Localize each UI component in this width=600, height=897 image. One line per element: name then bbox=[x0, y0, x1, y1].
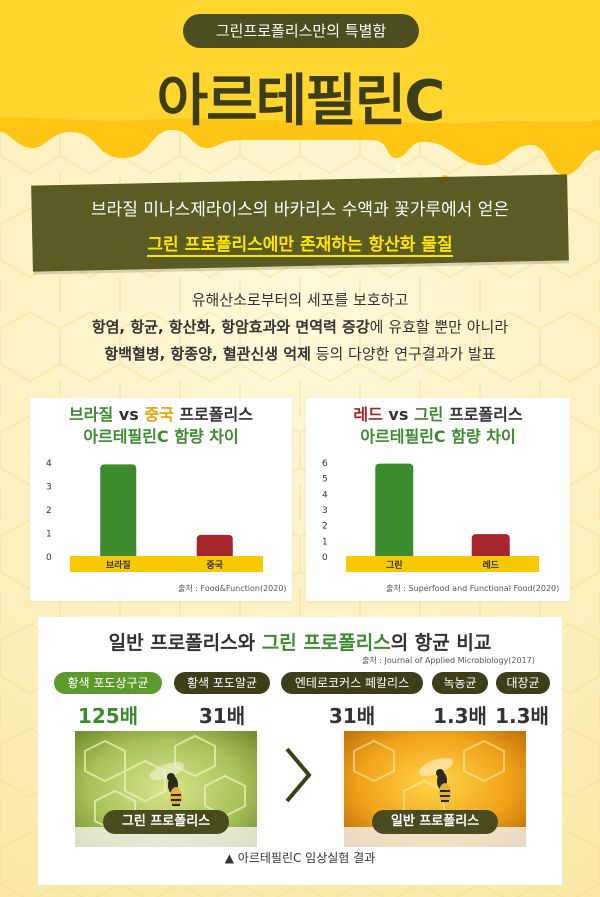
chart1-title-line2: 아르테필린C 함량 차이 bbox=[30, 426, 292, 448]
tag-staph-aureus-2: 황색 포도알균 bbox=[174, 672, 270, 694]
bar-base bbox=[375, 550, 414, 556]
x-tick-label: 브라질 bbox=[106, 559, 131, 571]
comparison-source: 출처 : Journal of Applied Microbiology(201… bbox=[362, 656, 535, 665]
tag-pseudomonas: 녹농균 bbox=[432, 672, 488, 694]
x-axis-band bbox=[70, 556, 263, 572]
chart1-title-part1: 브라질 bbox=[69, 405, 114, 424]
x-tick-label: 레드 bbox=[482, 559, 499, 571]
description-line2-rest: 에 유효할 뿐만 아니라 bbox=[369, 318, 509, 336]
chart2-title: 레드 vs 그린 프로폴리스 bbox=[306, 404, 570, 426]
description-line1: 유해산소로부터의 세포를 보호하고 bbox=[191, 291, 409, 309]
y-tick-label: 2 bbox=[322, 522, 328, 532]
chart1-title-line2-text: 아르테필린C 함량 차이 bbox=[83, 427, 239, 446]
bar-first bbox=[100, 464, 137, 556]
chart1-title-vs: vs bbox=[113, 405, 145, 424]
value-e-coli: 1.3배 bbox=[495, 704, 549, 728]
bar-base bbox=[196, 550, 233, 556]
banner-line1: 브라질 미나스제라이스의 바카리스 수액과 꽃가루에서 얻은 bbox=[90, 200, 510, 220]
chart2-title-vs: vs bbox=[382, 405, 414, 424]
x-tick-label: 그린 bbox=[386, 560, 403, 571]
chart1-source: 출처 : Food&Function(2020) bbox=[178, 584, 287, 593]
chart2-title-line2: 아르테필린C 함량 차이 bbox=[306, 426, 570, 448]
banner-highlight: 그린 프로폴리스에만 존재하는 항산화 물질 bbox=[147, 235, 453, 257]
bar-first bbox=[375, 463, 414, 556]
label-green-propolis: 그린 프로폴리스 bbox=[103, 810, 229, 834]
x-tick-label: 중국 bbox=[206, 560, 223, 571]
description: 유해산소로부터의 세포를 보호하고 항염, 항균, 항산화, 항암효과와 면역력… bbox=[0, 287, 600, 368]
description-line2-bold: 항염, 항균, 항산화, 항암효과와 면역력 증강 bbox=[91, 318, 370, 336]
description-line3-rest: 등의 다양한 연구결과가 발표 bbox=[310, 345, 496, 363]
description-line3: 항백혈병, 항종양, 혈관신생 억제 등의 다양한 연구결과가 발표 bbox=[0, 341, 600, 368]
bar-base bbox=[100, 550, 137, 556]
chart2-plot: 0 1 2 3 4 5 6 그린 레드 bbox=[322, 459, 539, 572]
y-tick-label: 2 bbox=[46, 506, 52, 516]
figure-caption: ▲ 아르테필린C 임상실험 결과 bbox=[224, 851, 376, 865]
chart2-source: 출처 : Superfood and Functional Food(2020) bbox=[386, 584, 560, 593]
page-title: 아르테필린C bbox=[156, 69, 446, 134]
y-tick-label: 6 bbox=[322, 459, 328, 469]
y-tick-label: 4 bbox=[46, 459, 52, 469]
y-tick-label: 3 bbox=[46, 483, 52, 493]
chevron-right-icon bbox=[285, 747, 312, 803]
chart1-title-part3: 프로폴리스 bbox=[173, 405, 253, 424]
label-regular-propolis: 일반 프로폴리스 bbox=[372, 810, 498, 834]
chart-card-brazil-china: 브라질 vs 중국 프로폴리스 아르테필린C 함량 차이 0 1 2 3 4 브라질 중국 … bbox=[30, 398, 292, 601]
description-line3-bold: 항백혈병, 항종양, 혈관신생 억제 bbox=[104, 345, 311, 363]
banner-background bbox=[31, 174, 569, 272]
value-staph-aureus-2: 31배 bbox=[198, 704, 246, 728]
chart1-plot: 0 1 2 3 4 브라질 중국 bbox=[46, 459, 263, 572]
y-tick-label: 1 bbox=[46, 530, 52, 540]
chart1-title: 브라질 vs 중국 프로폴리스 bbox=[30, 404, 292, 426]
x-axis-band bbox=[346, 556, 539, 572]
tag-enterococcus: 엔테로코커스 페칼리스 bbox=[281, 672, 423, 694]
comparison-title-part1: 일반 프로폴리스와 bbox=[108, 632, 262, 654]
y-tick-label: 4 bbox=[322, 490, 328, 500]
honey-drip bbox=[0, 0, 600, 195]
y-tick-label: 3 bbox=[322, 506, 328, 516]
chart1-title-part2: 중국 bbox=[144, 405, 174, 424]
comparison-title-part2: 그린 프로폴리스 bbox=[261, 632, 391, 654]
chart2-title-part3: 프로폴리스 bbox=[443, 405, 523, 424]
comparison-title-part3: 의 항균 비교 bbox=[390, 632, 492, 654]
tag-e-coli: 대장균 bbox=[496, 672, 550, 694]
y-tick-label: 5 bbox=[322, 475, 328, 485]
banner-line2: 그린 프로폴리스에만 존재하는 항산화 물질 bbox=[0, 230, 600, 257]
bar-base bbox=[471, 550, 510, 556]
comparison-title: 일반 프로폴리스와 그린 프로폴리스의 항균 비교 bbox=[0, 628, 600, 655]
chart-card-red-green: 레드 vs 그린 프로폴리스 아르테필린C 함량 차이 0 1 2 3 4 5 6 그린 레드 … bbox=[306, 398, 570, 601]
y-tick-label: 0 bbox=[46, 553, 52, 563]
chart2-title-line2-text: 아르테필린C 함량 차이 bbox=[360, 427, 516, 446]
value-staph-aureus: 125배 bbox=[77, 704, 139, 728]
tag-staph-aureus: 황색 포도상구균 bbox=[54, 672, 162, 694]
description-line2: 항염, 항균, 항산화, 항암효과와 면역력 증강에 유효할 뿐만 아니라 bbox=[0, 314, 600, 341]
y-tick-label: 0 bbox=[322, 553, 328, 563]
y-tick-label: 1 bbox=[322, 537, 328, 547]
value-enterococcus: 31배 bbox=[328, 704, 376, 728]
header-pill: 그린프로폴리스만의 특별함 bbox=[183, 14, 419, 48]
chart2-title-part2: 그린 bbox=[413, 405, 444, 424]
value-pseudomonas: 1.3배 bbox=[433, 704, 487, 728]
chart2-title-part1: 레드 bbox=[353, 405, 383, 424]
